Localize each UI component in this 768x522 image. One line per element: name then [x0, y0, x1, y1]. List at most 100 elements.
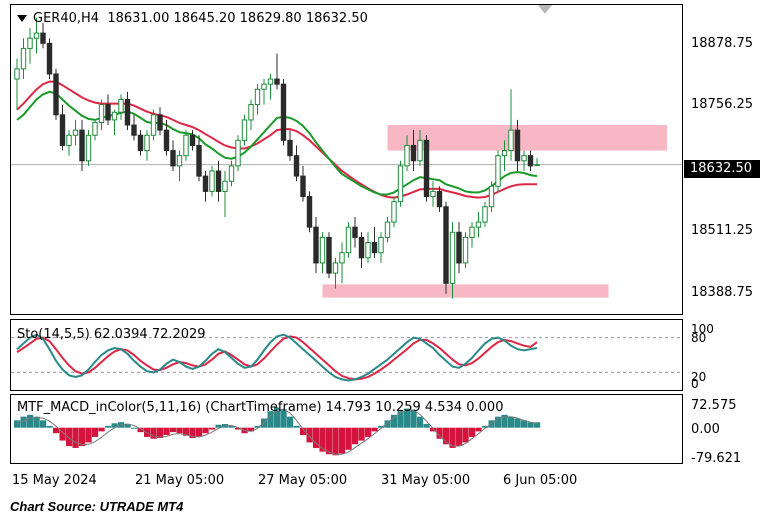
stochastic-label: Sto(14,5,5) 62.0394 72.2029 — [17, 327, 206, 342]
candle-body-44 — [300, 175, 306, 198]
macd-bar-23 — [163, 427, 170, 436]
candle-body-78 — [521, 155, 527, 162]
macd-bar-2 — [27, 414, 34, 428]
macd-bar-3 — [33, 416, 40, 428]
time-tick-3: 27 May 05:00 — [258, 473, 348, 488]
macd-bar-1 — [20, 416, 27, 428]
candle-body-55 — [371, 241, 378, 254]
macd-bar-17 — [124, 424, 131, 428]
candle-body-42 — [287, 139, 293, 157]
candle-body-33 — [228, 165, 235, 182]
candle-body-62 — [417, 139, 423, 162]
candle-body-10 — [79, 129, 85, 162]
candle-body-72 — [482, 206, 488, 223]
candle-body-54 — [365, 241, 371, 259]
stochastic-pane[interactable]: Sto(14,5,5) 62.0394 72.2029 — [10, 319, 683, 391]
macd-bar-21 — [150, 427, 157, 439]
candle-body-12 — [92, 121, 98, 136]
macd-bar-67 — [449, 427, 456, 448]
price-tick-4: 18388.75 — [691, 285, 754, 300]
macd-bar-28 — [196, 427, 203, 437]
candle-body-69 — [462, 236, 469, 264]
ma-red-line — [16, 80, 537, 199]
candle-body-24 — [170, 150, 176, 167]
time-tick-2: 21 May 05:00 — [135, 473, 225, 488]
low-value: 18629.80 — [239, 11, 302, 26]
candle-body-39 — [267, 78, 274, 85]
macd-bar-68 — [456, 427, 463, 447]
macd-bar-18 — [131, 427, 138, 429]
macd-bar-78 — [521, 420, 528, 428]
candle-body-40 — [274, 78, 280, 85]
candle-body-0 — [14, 68, 20, 80]
macd-pane[interactable]: MTF_MACD_inColor(5,11,16) (ChartTimefram… — [10, 394, 683, 464]
macd-bar-20 — [144, 427, 151, 437]
stoch-level-80: 80 — [691, 331, 707, 345]
candle-body-38 — [261, 83, 267, 90]
macd-bar-29 — [202, 427, 209, 434]
collapse-icon[interactable] — [17, 14, 27, 22]
scroll-marker-icon[interactable] — [538, 5, 552, 14]
candle-body-56 — [378, 236, 384, 254]
candle-body-28 — [196, 144, 202, 177]
macd-bar-37 — [254, 425, 261, 428]
price-chart-pane[interactable]: GER40,H4 18631.00 18645.20 18629.80 1863… — [10, 4, 683, 315]
macd-signal-line — [16, 408, 538, 455]
candle-body-52 — [352, 226, 358, 238]
macd-bar-56 — [378, 425, 385, 428]
macd-bar-14 — [105, 425, 112, 428]
candle-body-37 — [254, 88, 261, 106]
stoch-level-20: 20 — [691, 370, 707, 384]
candle-body-25 — [176, 155, 183, 167]
candle-body-59 — [397, 165, 404, 203]
stoch-level-0: 0 — [691, 377, 699, 391]
macd-bar-54 — [365, 427, 372, 437]
macd-bar-74 — [495, 416, 502, 428]
candle-body-68 — [456, 231, 462, 264]
candle-body-48 — [326, 236, 332, 274]
candle-body-34 — [235, 139, 241, 167]
macd-bar-53 — [358, 427, 365, 441]
candle-body-70 — [469, 226, 475, 238]
candle-body-19 — [137, 134, 144, 152]
macd-bar-76 — [508, 416, 515, 428]
time-tick-1: 15 May 2024 — [12, 473, 97, 488]
candle-body-76 — [508, 129, 514, 152]
macd-bar-73 — [488, 420, 495, 428]
macd-bar-46 — [313, 427, 320, 448]
zone-rect-1 — [322, 284, 609, 298]
candle-body-14 — [105, 104, 111, 121]
candle-body-31 — [215, 170, 222, 192]
macd-bar-52 — [352, 427, 359, 445]
candle-body-80 — [534, 164, 540, 167]
macd-bar-50 — [339, 427, 346, 454]
macd-bar-64 — [430, 427, 437, 432]
candle-body-61 — [410, 144, 417, 162]
candle-body-53 — [358, 236, 365, 259]
time-tick-4: 31 May 05:00 — [381, 473, 471, 488]
candle-body-74 — [495, 155, 501, 187]
macd-bar-79 — [527, 422, 534, 428]
macd-bar-80 — [534, 422, 541, 428]
candle-body-8 — [66, 134, 72, 146]
candle-body-20 — [144, 134, 150, 152]
stoch-signal-line — [16, 335, 538, 381]
candle-body-50 — [339, 252, 345, 264]
macd-bar-49 — [332, 427, 339, 456]
macd-bar-60 — [404, 408, 411, 428]
price-tick-1: 18878.75 — [691, 36, 754, 51]
stochastic-svg — [11, 333, 682, 382]
candle-body-15 — [111, 111, 118, 121]
macd-bar-75 — [501, 414, 508, 428]
candle-body-13 — [98, 104, 105, 123]
candle-body-63 — [423, 139, 430, 198]
candle-body-64 — [430, 190, 436, 198]
candle-body-35 — [241, 119, 248, 141]
macd-bar-6 — [53, 427, 60, 434]
macd-bar-4 — [40, 420, 47, 428]
macd-bar-9 — [72, 427, 79, 448]
candle-body-32 — [222, 180, 228, 192]
macd-bar-12 — [92, 427, 99, 437]
macd-bar-13 — [98, 427, 105, 432]
macd-level-zero: 0.00 — [691, 422, 720, 437]
